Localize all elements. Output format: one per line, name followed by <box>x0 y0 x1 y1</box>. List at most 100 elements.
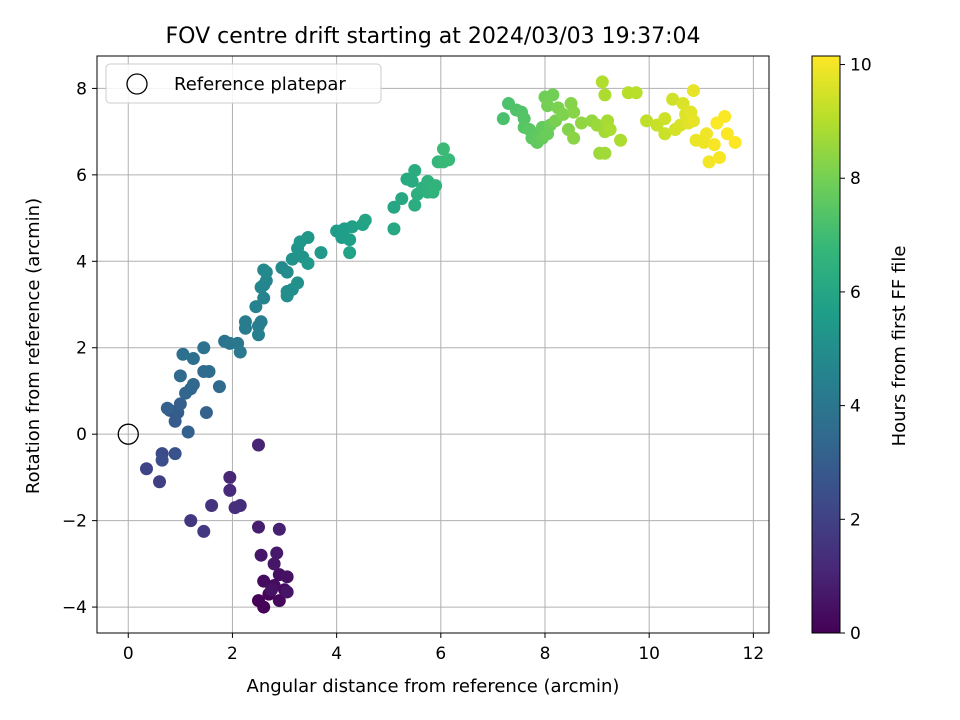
data-point <box>265 583 279 597</box>
data-point <box>707 138 721 152</box>
data-point <box>405 174 419 188</box>
data-point <box>720 127 734 141</box>
data-point <box>251 328 265 342</box>
data-point <box>257 574 271 588</box>
data-point <box>173 397 187 411</box>
data-point <box>249 300 263 314</box>
colorbar-tick-label: 4 <box>850 397 861 417</box>
data-point <box>429 179 443 193</box>
x-tick-label: 2 <box>227 644 238 664</box>
data-point <box>436 142 450 156</box>
colorbar-ticks: 0 2 4 6 8 10 <box>840 56 872 644</box>
colorbar-tick-label: 8 <box>850 169 861 189</box>
data-point <box>280 265 294 279</box>
data-point <box>718 110 732 124</box>
x-tick-label: 10 <box>638 644 660 664</box>
x-tick-label: 12 <box>743 644 765 664</box>
data-point <box>713 151 727 165</box>
data-point <box>223 470 237 484</box>
data-point <box>699 127 713 141</box>
data-point <box>257 600 271 614</box>
legend: Reference platepar <box>105 63 382 104</box>
grid <box>97 56 769 633</box>
data-point <box>233 345 247 359</box>
data-point <box>387 200 401 214</box>
x-tick-label: 0 <box>123 644 134 664</box>
scatter-points <box>139 75 742 614</box>
data-point <box>285 252 299 266</box>
data-point <box>567 131 581 145</box>
data-point <box>160 401 174 415</box>
data-point <box>614 133 628 147</box>
data-point <box>199 406 213 420</box>
data-point <box>314 246 328 260</box>
x-tick-label: 8 <box>540 644 551 664</box>
data-point <box>676 97 690 111</box>
data-point <box>640 114 654 128</box>
data-point <box>343 246 357 260</box>
data-point <box>212 380 226 394</box>
x-axis-label: Angular distance from reference (arcmin) <box>247 676 620 697</box>
data-point <box>358 213 372 227</box>
reference-platepar-marker <box>117 423 139 445</box>
data-point <box>603 122 617 136</box>
data-point <box>186 352 200 366</box>
data-point <box>184 514 198 528</box>
data-point <box>186 377 200 391</box>
colorbar-tick-label: 10 <box>850 56 872 76</box>
legend-reference-marker <box>126 73 148 95</box>
data-point <box>205 498 219 512</box>
data-point <box>168 447 182 461</box>
data-point <box>301 256 315 270</box>
data-point <box>574 116 588 130</box>
x-axis-ticks: 0 2 4 6 8 10 12 <box>123 633 764 664</box>
y-axis-ticks: −4 −2 0 2 4 6 8 <box>62 79 97 618</box>
data-point <box>408 198 422 212</box>
reference-marker-layer <box>117 423 139 445</box>
colorbar-label: Hours from first FF file <box>889 246 910 447</box>
data-point <box>223 483 237 497</box>
data-point <box>702 155 716 169</box>
data-point <box>251 438 265 452</box>
legend-label-reference-platepar: Reference platepar <box>174 74 346 95</box>
y-tick-label: 8 <box>76 79 87 99</box>
data-point <box>658 127 672 141</box>
colorbar-tick-label: 2 <box>850 510 861 530</box>
data-point <box>181 425 195 439</box>
data-point <box>254 315 268 329</box>
colorbar-tick-label: 6 <box>850 283 861 303</box>
data-point <box>272 522 286 536</box>
data-point <box>442 153 456 167</box>
x-tick-label: 6 <box>435 644 446 664</box>
data-point <box>629 86 643 100</box>
data-point <box>267 557 281 571</box>
data-point <box>257 291 271 305</box>
plot-frame <box>96 55 770 634</box>
data-point <box>598 146 612 160</box>
data-point <box>228 501 242 515</box>
data-point <box>254 548 268 562</box>
data-point <box>291 276 305 290</box>
data-point <box>197 341 211 355</box>
data-point <box>153 475 167 489</box>
data-point <box>567 105 581 119</box>
colorbar-tick-label: 0 <box>850 624 861 644</box>
legend-box <box>105 63 382 104</box>
data-point <box>666 92 680 106</box>
data-point <box>280 570 294 584</box>
y-tick-label: 2 <box>76 339 87 359</box>
data-point <box>546 88 560 102</box>
data-point <box>301 231 315 245</box>
data-point <box>496 112 510 126</box>
data-point <box>343 233 357 247</box>
data-point <box>202 365 216 379</box>
data-point <box>686 114 700 128</box>
data-point <box>686 84 700 98</box>
y-axis-label: Rotation from reference (arcmin) <box>23 198 44 494</box>
y-tick-label: 6 <box>76 166 87 186</box>
data-point <box>197 524 211 538</box>
data-point <box>395 192 409 206</box>
data-point <box>595 75 609 89</box>
data-point <box>387 222 401 236</box>
